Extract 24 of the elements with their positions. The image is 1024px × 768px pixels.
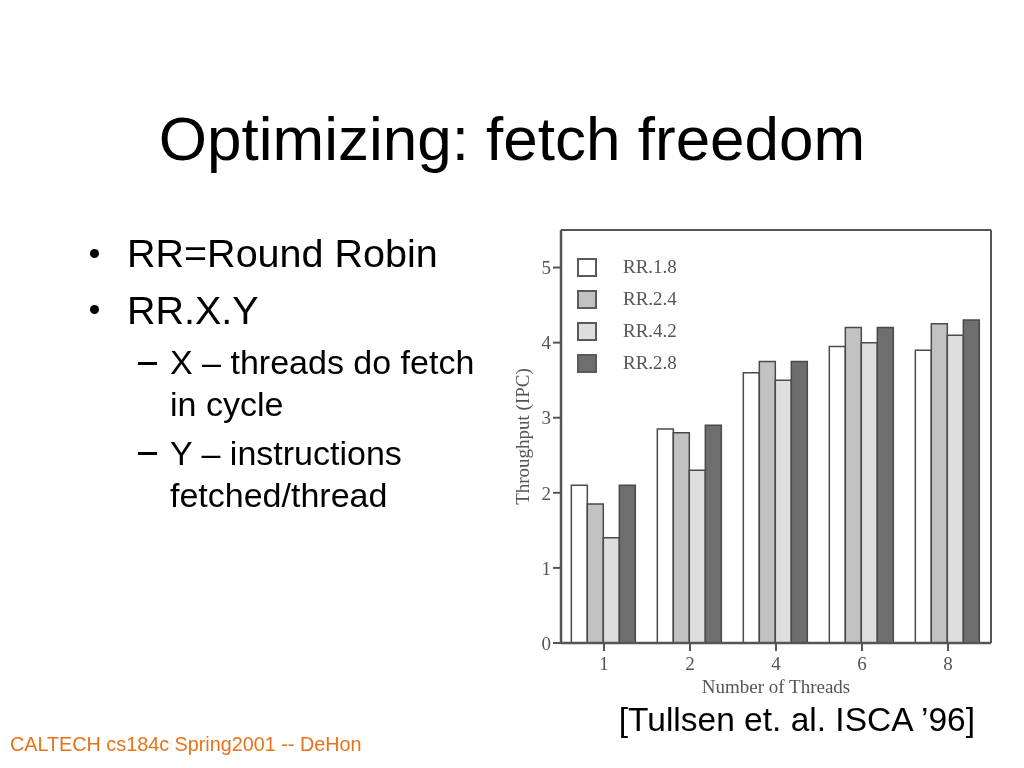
text: Y – instructions fetched/thread: [170, 433, 403, 516]
x-tick-label: 1: [599, 653, 609, 675]
x-tick-label: 2: [685, 653, 695, 675]
text: RR.X.Y: [127, 287, 259, 334]
y-tick-label: 1: [541, 557, 551, 579]
x-tick-label: 8: [943, 653, 953, 675]
text: [Tullsen et. al. ISCA ’96]: [618, 700, 975, 740]
y-tick-label: 2: [541, 482, 551, 504]
text: CALTECH cs184c Spring2001 -- DeHon: [10, 732, 362, 756]
legend-label: RR.2.8: [623, 352, 677, 374]
y-axis-title: Throughput (IPC): [511, 368, 534, 505]
chart-title: Optimizing: fetch freedom: [157, 103, 867, 175]
text: X – threads do fetch in cycle: [170, 342, 476, 425]
legend-label: RR.4.2: [623, 320, 677, 342]
y-tick-label: 0: [541, 632, 551, 654]
text: RR=Round Robin: [127, 230, 438, 277]
x-tick-label: 6: [857, 653, 867, 675]
legend-label: RR.1.8: [623, 256, 677, 278]
y-tick-label: 3: [541, 407, 551, 429]
x-tick-label: 4: [771, 653, 782, 675]
y-tick-label: 4: [541, 332, 552, 354]
y-tick-label: 5: [541, 257, 551, 279]
x-axis-title: Number of Threads: [701, 676, 851, 697]
legend-label: RR.2.4: [623, 288, 677, 310]
